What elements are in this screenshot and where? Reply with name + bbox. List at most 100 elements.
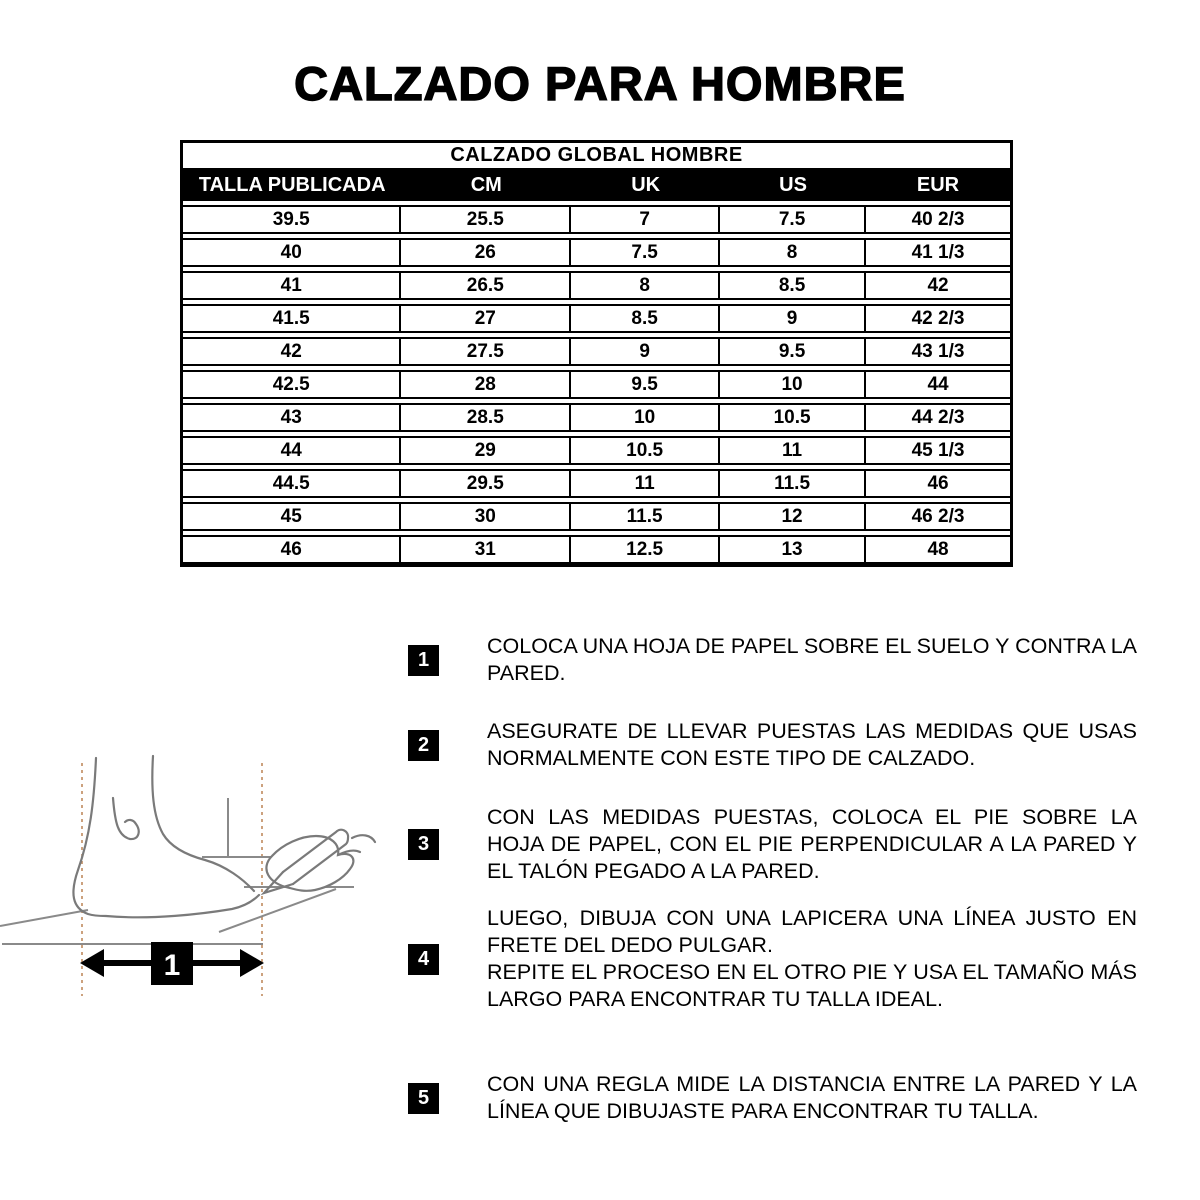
table-cell: 39.5 [183, 207, 402, 232]
table-cell: 10 [720, 372, 867, 397]
table-cell: 10 [571, 405, 721, 430]
step-line: ASEGURATE DE LLEVAR PUESTAS LAS MEDIDAS … [487, 719, 1137, 770]
measure-label: 1 [164, 949, 181, 982]
table-cell: 26 [401, 240, 572, 265]
table-row: 42 27.5 9 9.5 43 1/3 [183, 337, 1010, 366]
step-text: ASEGURATE DE LLEVAR PUESTAS LAS MEDIDAS … [487, 718, 1137, 772]
step-line: LUEGO, DIBUJA CON UNA LAPICERA UNA LÍNEA… [487, 906, 1137, 957]
step-number-badge: 1 [408, 644, 439, 676]
table-cell: 7.5 [720, 207, 867, 232]
table-cell: 30 [401, 504, 572, 529]
table-cell: 7.5 [571, 240, 721, 265]
step-number-badge: 4 [408, 943, 439, 975]
table-header-row: TALLA PUBLICADA CM UK US EUR [183, 170, 1010, 201]
step-text: LUEGO, DIBUJA CON UNA LAPICERA UNA LÍNEA… [487, 905, 1137, 1013]
table-row: 42.5 28 9.5 10 44 [183, 370, 1010, 399]
foot-measurement-illustration: 1 [0, 754, 377, 996]
step-number-badge: 5 [408, 1082, 439, 1114]
table-header-cell: CM [470, 174, 502, 196]
table-cell: 41.5 [183, 306, 402, 331]
step-line: COLOCA UNA HOJA DE PAPEL SOBRE EL SUELO … [487, 634, 1137, 685]
step-line: CON LAS MEDIDAS PUESTAS, COLOCA EL PIE S… [487, 805, 1137, 883]
table-cell: 10.5 [571, 438, 721, 463]
table-cell: 7 [571, 207, 721, 232]
instruction-step: 5 CON UNA REGLA MIDE LA DISTANCIA ENTRE L… [408, 1071, 1137, 1125]
table-row: 44 29 10.5 11 45 1/3 [183, 436, 1010, 465]
table-cell: 11 [571, 471, 721, 496]
table-cell: 44 2/3 [911, 406, 965, 428]
table-header-cell: UK [631, 174, 661, 196]
table-cell: 29 [401, 438, 572, 463]
table-cell: 10.5 [720, 405, 867, 430]
table-row: 43 28.5 10 10.5 44 2/3 [183, 403, 1010, 432]
table-cell: 27 [401, 306, 572, 331]
table-row: 45 30 11.5 12 46 2/3 [183, 502, 1010, 531]
table-cell: 8.5 [571, 306, 721, 331]
table-cell: 42 [183, 339, 402, 364]
table-body: 39.5 25.5 7 7.5 40 2/3 40 26 7.5 8 41 1/3 41 26.5 8 8… [183, 205, 1010, 564]
table-caption: CALZADO GLOBAL HOMBRE [183, 143, 1010, 170]
step-text: CON UNA REGLA MIDE LA DISTANCIA ENTRE LA… [487, 1071, 1137, 1125]
table-cell: 44.5 [183, 471, 402, 496]
table-cell: 42 [927, 274, 949, 296]
table-cell: 42.5 [183, 372, 402, 397]
foot-outline [72, 754, 261, 919]
table-cell: 46 [183, 537, 402, 562]
table-cell: 9 [571, 339, 721, 364]
step-text: CON LAS MEDIDAS PUESTAS, COLOCA EL PIE S… [487, 804, 1137, 885]
table-cell: 28 [401, 372, 572, 397]
page-title: CALZADO PARA HOMBRE [293, 56, 906, 110]
table-cell: 42 2/3 [911, 307, 965, 329]
table-cell: 41 1/3 [911, 241, 965, 263]
instruction-step: 3 CON LAS MEDIDAS PUESTAS, COLOCA EL PIE … [408, 804, 1137, 885]
table-cell: 46 [927, 472, 949, 494]
table-cell: 41 [183, 273, 402, 298]
hand-pen-icon [260, 828, 377, 896]
table-cell: 40 2/3 [911, 208, 965, 230]
table-row: 41 26.5 8 8.5 42 [183, 271, 1010, 300]
step-text: COLOCA UNA HOJA DE PAPEL SOBRE EL SUELO … [487, 633, 1137, 687]
table-cell: 44 [927, 373, 949, 395]
table-cell: 40 [183, 240, 402, 265]
table-row: 41.5 27 8.5 9 42 2/3 [183, 304, 1010, 333]
table-header-cell: TALLA PUBLICADA [198, 174, 386, 196]
table-header-cell: US [779, 174, 807, 196]
size-table: CALZADO GLOBAL HOMBRE TALLA PUBLICADA CM U… [180, 140, 1013, 567]
table-cell: 13 [720, 537, 867, 562]
table-cell: 31 [401, 537, 572, 562]
table-row: 40 26 7.5 8 41 1/3 [183, 238, 1010, 267]
table-cell: 46 2/3 [911, 505, 965, 527]
step-line: REPITE EL PROCESO EN EL OTRO PIE Y USA E… [487, 960, 1137, 1011]
table-cell: 9 [720, 306, 867, 331]
table-row: 44.5 29.5 11 11.5 46 [183, 469, 1010, 498]
table-cell: 8 [720, 240, 867, 265]
table-cell: 45 [183, 504, 402, 529]
table-cell: 11.5 [720, 471, 867, 496]
wall-corner-lines [202, 798, 288, 858]
table-cell: 27.5 [401, 339, 572, 364]
table-header-cell: EUR [916, 174, 960, 196]
measure-label-badge: 1 [151, 942, 193, 985]
table-cell: 9.5 [720, 339, 867, 364]
table-cell: 9.5 [571, 372, 721, 397]
table-cell: 26.5 [401, 273, 572, 298]
step-number-badge: 2 [408, 729, 439, 761]
table-row: 46 31 12.5 13 48 [183, 535, 1010, 564]
table-cell: 48 [927, 538, 949, 560]
table-cell: 11 [720, 438, 867, 463]
table-cell: 45 1/3 [911, 439, 965, 461]
table-cell: 29.5 [401, 471, 572, 496]
table-cell: 12 [720, 504, 867, 529]
table-cell: 43 [183, 405, 402, 430]
instruction-step: 1 COLOCA UNA HOJA DE PAPEL SOBRE EL SUELO… [408, 633, 1137, 687]
table-cell: 11.5 [571, 504, 721, 529]
table-cell: 43 1/3 [911, 340, 965, 362]
table-cell: 12.5 [571, 537, 721, 562]
table-cell: 25.5 [401, 207, 572, 232]
table-cell: 44 [183, 438, 402, 463]
table-cell: 8 [571, 273, 721, 298]
table-cell: 28.5 [401, 405, 572, 430]
table-row: 39.5 25.5 7 7.5 40 2/3 [183, 205, 1010, 234]
step-number-badge: 3 [408, 829, 439, 860]
